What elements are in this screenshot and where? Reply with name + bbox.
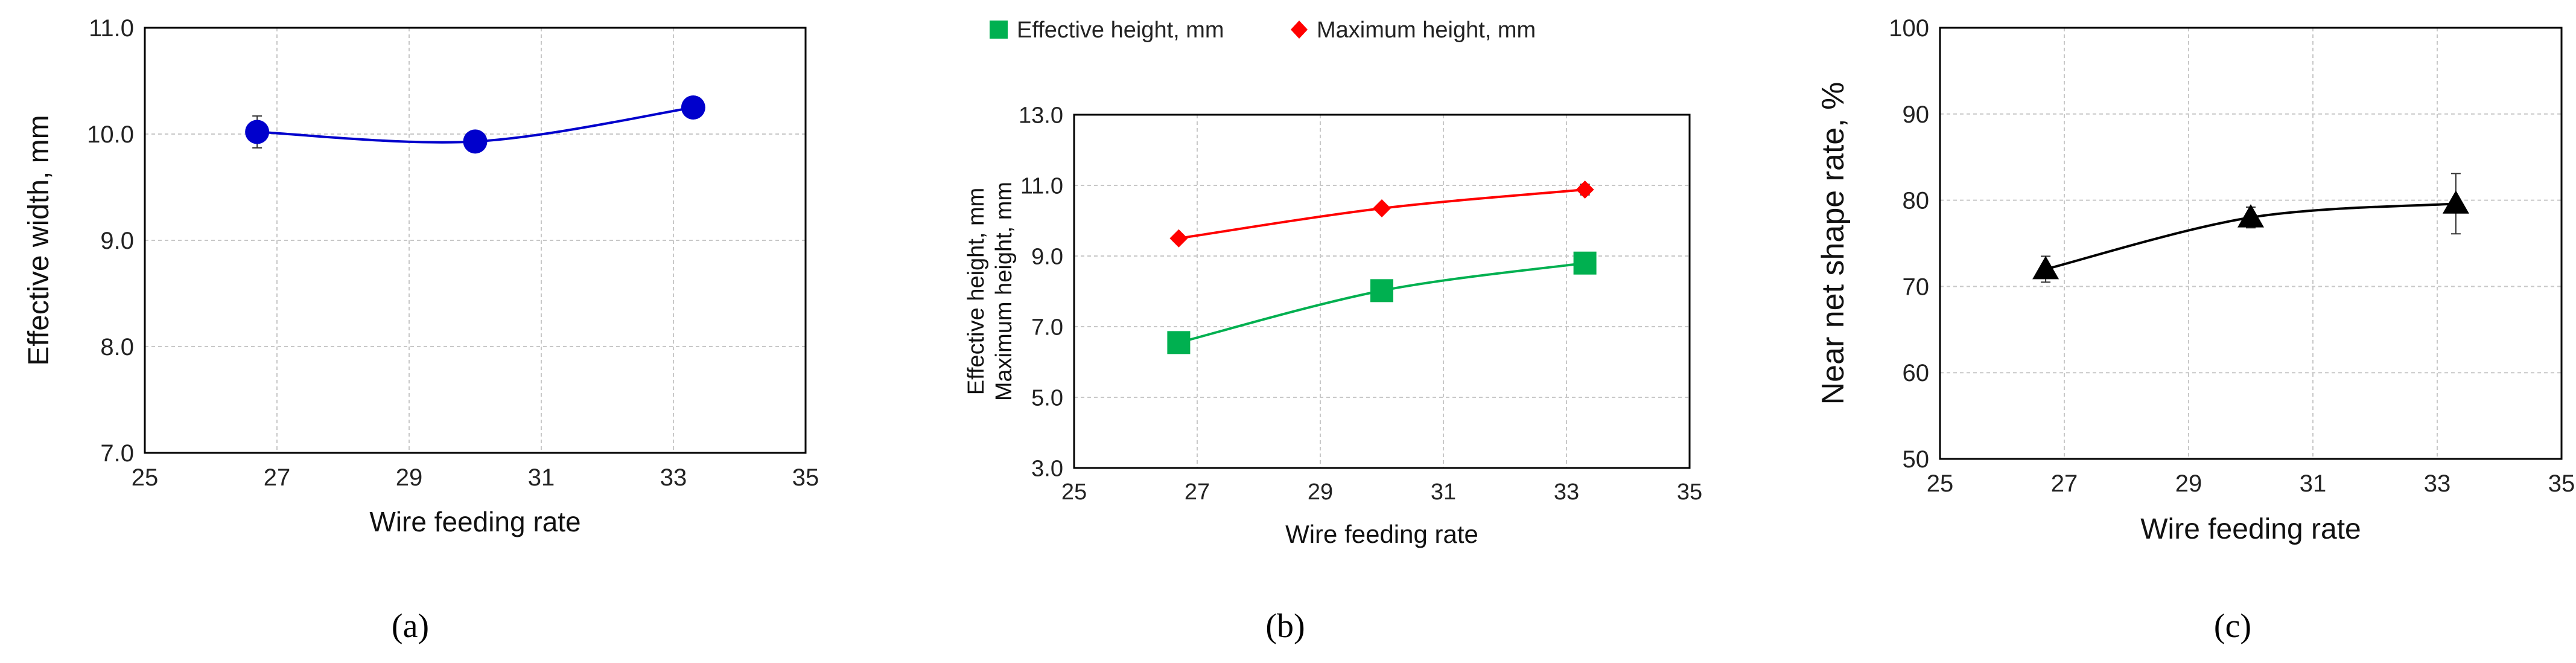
legend-label-maximum-height: Maximum height, mm <box>1317 18 1536 43</box>
data-point <box>2237 204 2264 228</box>
y-tick-label: 80 <box>1903 188 1930 214</box>
data-point <box>1576 181 1594 199</box>
plot-frame <box>144 27 807 454</box>
y-tick-label: 60 <box>1903 360 1930 386</box>
x-axis-label: Wire feeding rate <box>2140 513 2361 545</box>
y-tick-label: 3.0 <box>1031 456 1063 481</box>
data-point <box>2032 255 2059 280</box>
x-tick-label: 35 <box>1677 479 1702 505</box>
x-tick-label: 31 <box>1431 479 1456 505</box>
y-axis-label: Effective width, mm <box>23 115 55 365</box>
y-tick-label: 11.0 <box>1020 173 1063 199</box>
y-tick-label: 50 <box>1903 446 1930 473</box>
y-tick-label: 10.0 <box>87 121 134 148</box>
plot-frame <box>1073 114 1691 469</box>
x-tick-label: 25 <box>1061 479 1087 505</box>
plot-frame <box>1939 27 2563 460</box>
series-line <box>1178 261 1585 344</box>
legend-b: Effective height, mm Maximum height, mm <box>990 18 1536 43</box>
x-tick-label: 33 <box>660 464 687 491</box>
y-tick-label: 7.0 <box>100 440 134 467</box>
y-tick-label: 70 <box>1903 274 1930 300</box>
y-tick-label: 8.0 <box>100 334 134 360</box>
x-tick-label: 33 <box>2424 470 2451 497</box>
x-tick-label: 27 <box>264 464 291 491</box>
x-tick-label: 27 <box>2051 470 2078 497</box>
x-tick-label: 29 <box>2175 470 2202 497</box>
y-axis-label: Effective height, mm <box>964 188 989 396</box>
data-point <box>1169 229 1188 248</box>
y-tick-label: 5.0 <box>1031 385 1063 411</box>
y-tick-label: 11.0 <box>89 15 134 42</box>
legend-marker-maximum-height <box>1291 21 1308 39</box>
x-tick-label: 29 <box>396 464 423 491</box>
data-point <box>2442 190 2469 214</box>
x-tick-label: 25 <box>1927 470 1954 497</box>
panel-b: 3.0 5.0 7.0 9.0 11.0 13.0 25 27 29 31 33 35 Wire fee… <box>964 103 1702 548</box>
y-axis-label: Maximum height, mm <box>991 182 1017 401</box>
data-point <box>1167 331 1191 354</box>
x-tick-label: 29 <box>1308 479 1333 505</box>
data-point <box>1373 199 1391 218</box>
x-axis-label: Wire feeding rate <box>369 506 580 537</box>
y-tick-label: 9.0 <box>100 228 134 254</box>
legend-marker-effective-height <box>990 21 1008 39</box>
x-tick-label: 35 <box>2548 470 2575 497</box>
x-tick-label: 25 <box>132 464 159 491</box>
y-axis-label: Near net shape rate, % <box>1816 82 1851 405</box>
legend-label-effective-height: Effective height, mm <box>1017 18 1224 43</box>
x-axis-label: Wire feeding rate <box>1285 520 1478 548</box>
x-tick-label: 27 <box>1185 479 1210 505</box>
data-point <box>1370 279 1393 303</box>
caption-c: (c) <box>2214 607 2251 645</box>
caption-b: (b) <box>1265 607 1305 645</box>
y-tick-label: 9.0 <box>1031 244 1063 269</box>
y-tick-label: 90 <box>1903 101 1930 128</box>
data-point <box>1573 251 1597 275</box>
panel-a: 7.0 8.0 9.0 10.0 11.0 25 27 29 31 33 35 Wire feedin… <box>23 15 819 537</box>
data-point <box>463 129 488 154</box>
y-tick-label: 7.0 <box>1031 315 1063 340</box>
x-tick-label: 35 <box>792 464 819 491</box>
panel-c: 50 60 70 80 90 100 25 27 29 31 33 35 Wire feeding ra… <box>1816 15 2575 545</box>
data-point <box>245 120 270 144</box>
x-tick-label: 31 <box>2300 470 2327 497</box>
y-tick-label: 13.0 <box>1019 103 1063 128</box>
y-tick-label: 100 <box>1889 15 1929 42</box>
data-point <box>681 95 705 120</box>
x-tick-label: 31 <box>528 464 555 491</box>
caption-a: (a) <box>392 607 429 645</box>
x-tick-label: 33 <box>1554 479 1579 505</box>
